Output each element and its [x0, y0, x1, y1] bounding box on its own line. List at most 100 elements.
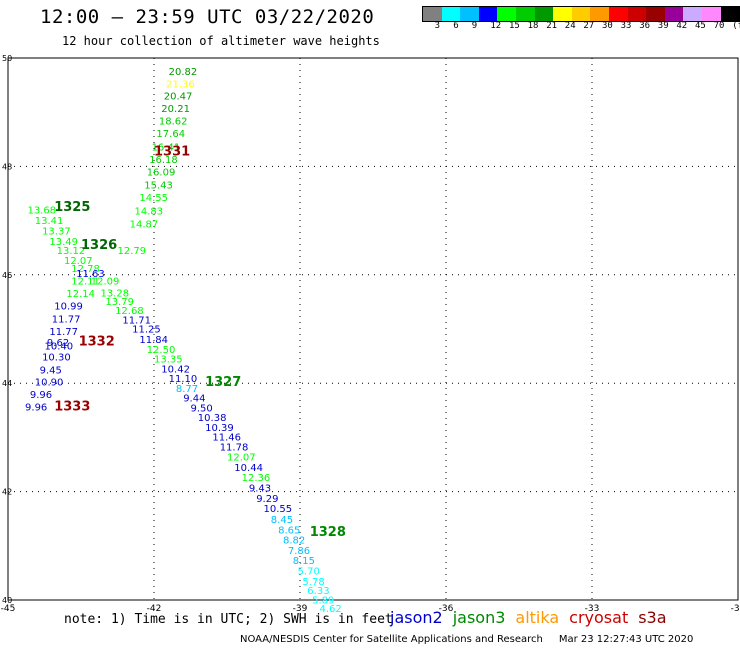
- y-tick-label: 44: [2, 379, 12, 388]
- wave-height-value: 17.64: [156, 129, 185, 140]
- wave-height-value: 11.84: [139, 335, 168, 346]
- wave-height-value: 13.68: [27, 206, 56, 217]
- wave-height-value: 12.50: [147, 345, 176, 356]
- track-label: 1326: [81, 238, 117, 253]
- x-tick-label: -39: [293, 604, 308, 614]
- y-tick-label: 48: [2, 162, 12, 171]
- color-scale-label: 36: [639, 21, 651, 31]
- track-label: 1328: [310, 525, 346, 540]
- wave-height-value: 12.68: [115, 306, 144, 317]
- color-swatch: [701, 7, 721, 21]
- color-swatch: [534, 7, 554, 21]
- x-tick-label: -33: [585, 604, 600, 614]
- wave-height-value: 18.62: [159, 117, 188, 128]
- wave-height-value: 14.83: [135, 207, 164, 218]
- wave-height-value: 11.71: [122, 316, 151, 327]
- plot-frame: [7, 57, 739, 601]
- footer-timestamp: Mar 23 12:27:43 UTC 2020: [558, 634, 694, 645]
- color-scale-label: 39: [657, 21, 669, 31]
- chart-title: 12:00 – 23:59 UTC 03/22/2020: [40, 6, 375, 28]
- wave-height-value: 11.46: [212, 433, 241, 444]
- x-tick-label: -36: [439, 604, 454, 614]
- wave-height-value: 9.43: [249, 484, 271, 495]
- satellite-legend-item: jason2: [390, 608, 443, 627]
- wave-height-value: 13.35: [154, 355, 183, 366]
- wave-height-value: 14.87: [130, 220, 159, 231]
- wave-height-value: 6.33: [307, 586, 329, 597]
- wave-height-value: 8.15: [293, 556, 315, 567]
- color-swatch: [590, 7, 609, 21]
- color-scale-label: 27: [583, 21, 595, 31]
- wave-height-value: 10.90: [35, 377, 64, 388]
- wave-height-value: 10.40: [45, 342, 74, 353]
- wave-height-value: 12.07: [64, 256, 93, 267]
- wave-height-value: 11.63: [76, 269, 105, 280]
- color-swatch: [553, 7, 572, 21]
- wave-height-value: 4.62: [319, 604, 341, 615]
- wave-height-value: 9.96: [30, 390, 52, 401]
- satellite-legend-item: s3a: [638, 608, 667, 627]
- y-tick-label: 50: [2, 54, 12, 63]
- color-scale-label: 6: [453, 21, 459, 31]
- wave-height-value: 8.65: [278, 525, 300, 536]
- color-scale-label: 33: [620, 21, 632, 31]
- wave-height-value: 20.21: [161, 104, 190, 115]
- wave-height-value: 13.79: [105, 297, 134, 308]
- y-tick-label: 42: [2, 488, 12, 497]
- wave-height-value: 13.41: [35, 216, 64, 227]
- wave-height-value: 13.37: [42, 227, 71, 238]
- color-swatch: [608, 7, 628, 21]
- satellite-legend-item: altika: [515, 608, 560, 627]
- wave-height-value: 20.47: [164, 92, 193, 103]
- color-swatch: [497, 7, 516, 21]
- wave-height-value: 12.11: [71, 277, 100, 288]
- color-swatch: [441, 7, 461, 21]
- wave-height-value: 12.07: [227, 453, 256, 464]
- wave-height-value: 5.78: [302, 577, 324, 588]
- color-scale-label: 70: [713, 21, 725, 31]
- color-swatch: [664, 7, 684, 21]
- note-text: note: 1) Time is in UTC; 2) SWH is in fe…: [64, 612, 393, 627]
- satellite-legend-item: jason3: [452, 608, 506, 627]
- chart-subtitle: 12 hour collection of altimeter wave hei…: [62, 34, 380, 48]
- wave-height-color-scale: [422, 6, 740, 22]
- wave-height-value: 9.96: [25, 402, 47, 413]
- wave-height-value: 16.18: [149, 155, 178, 166]
- wave-height-value: 12.09: [91, 277, 120, 288]
- color-scale-label: 15: [509, 21, 520, 31]
- color-swatch: [423, 7, 442, 21]
- color-scale-label: 42: [676, 21, 688, 31]
- color-scale-label: 9: [471, 21, 478, 31]
- x-tick-label: -30: [731, 604, 740, 614]
- wave-height-value: 9.50: [191, 403, 213, 414]
- wave-height-value: 10.55: [264, 504, 293, 515]
- wave-height-value: 7.86: [288, 546, 310, 557]
- wave-height-value: 12.78: [71, 264, 100, 275]
- track-label: 1327: [205, 375, 241, 390]
- color-scale-label: 24: [564, 21, 576, 31]
- track-label: 1333: [54, 399, 90, 414]
- wave-height-value: 15.43: [144, 181, 173, 192]
- x-tick-label: -45: [1, 604, 16, 614]
- wave-height-value: 10.39: [205, 423, 234, 434]
- color-swatch: [478, 7, 498, 21]
- track-label: 1331: [154, 145, 190, 160]
- wave-height-value: 9.62: [47, 338, 69, 349]
- color-scale-label: (ft): [732, 21, 740, 31]
- wave-height-value: 13.49: [49, 237, 78, 248]
- color-swatch: [683, 7, 702, 21]
- wave-height-value: 21.36: [166, 79, 195, 90]
- wave-height-value: 5.70: [298, 567, 320, 578]
- color-swatch: [720, 7, 740, 21]
- wave-height-value: 10.30: [42, 352, 71, 363]
- wave-height-value: 16.41: [152, 143, 181, 154]
- color-scale-label: 18: [527, 21, 539, 31]
- wave-height-value: 8.82: [283, 536, 305, 547]
- wave-height-value: 10.42: [161, 364, 190, 375]
- wave-height-value: 14.55: [139, 193, 168, 204]
- wave-height-value: 8.45: [271, 515, 293, 526]
- wave-height-value: 12.79: [118, 246, 147, 257]
- wave-height-value: 12.36: [242, 473, 271, 484]
